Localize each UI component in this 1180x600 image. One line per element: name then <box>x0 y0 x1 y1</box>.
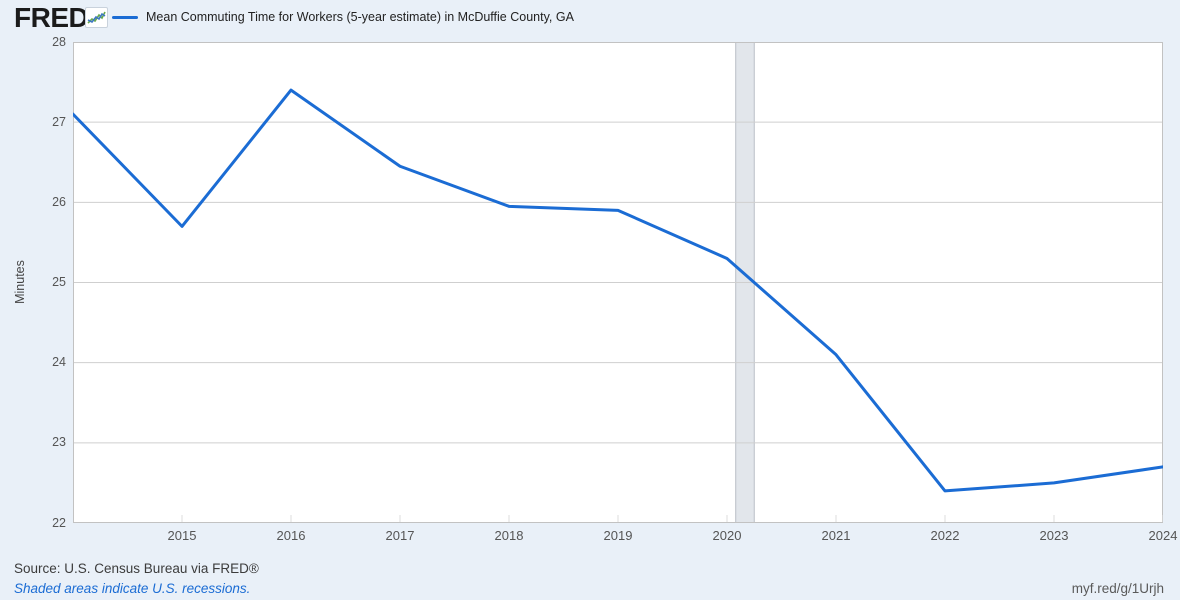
y-tick-label: 23 <box>52 435 66 450</box>
source-note: Source: U.S. Census Bureau via FRED® <box>14 561 259 576</box>
x-tick-label: 2016 <box>276 528 306 543</box>
x-tick-label: 2020 <box>712 528 742 543</box>
series-line <box>73 88 1163 493</box>
series-legend[interactable]: Mean Commuting Time for Workers (5-year … <box>96 0 574 34</box>
y-tick-label: 28 <box>52 34 66 49</box>
x-tick-label: 2015 <box>167 528 197 543</box>
x-tick-label: 2017 <box>385 528 415 543</box>
x-tick-label: 2024 <box>1148 528 1178 543</box>
x-axis-labels: 2015 2016 2017 2018 2019 2020 2021 2022 2023 2024 <box>73 528 1178 546</box>
y-tick-label: 22 <box>52 515 66 530</box>
recessions-link[interactable]: Shaded areas indicate U.S. recessions. <box>14 581 251 596</box>
short-url: myf.red/g/1Urjh <box>1071 581 1164 596</box>
x-tick-label: 2023 <box>1039 528 1069 543</box>
plot-area[interactable] <box>73 42 1163 523</box>
y-tick-label: 24 <box>52 355 66 370</box>
y-axis-labels: 22 23 24 25 26 27 28 <box>26 35 66 530</box>
y-axis-title: Minutes <box>13 260 27 304</box>
fred-logo-text: FRED <box>14 2 89 33</box>
plot-svg <box>73 42 1163 523</box>
y-tick-label: 27 <box>52 114 66 129</box>
x-tick-label: 2022 <box>930 528 960 543</box>
legend-label: Mean Commuting Time for Workers (5-year … <box>146 10 574 24</box>
y-tick-label: 26 <box>52 194 66 209</box>
x-tick-label: 2021 <box>821 528 851 543</box>
x-tick-label: 2018 <box>494 528 524 543</box>
legend-line-swatch <box>112 15 138 19</box>
x-tick-label: 2019 <box>603 528 633 543</box>
sparkline-chart-icon <box>85 7 108 28</box>
y-tick-label: 25 <box>52 275 66 289</box>
